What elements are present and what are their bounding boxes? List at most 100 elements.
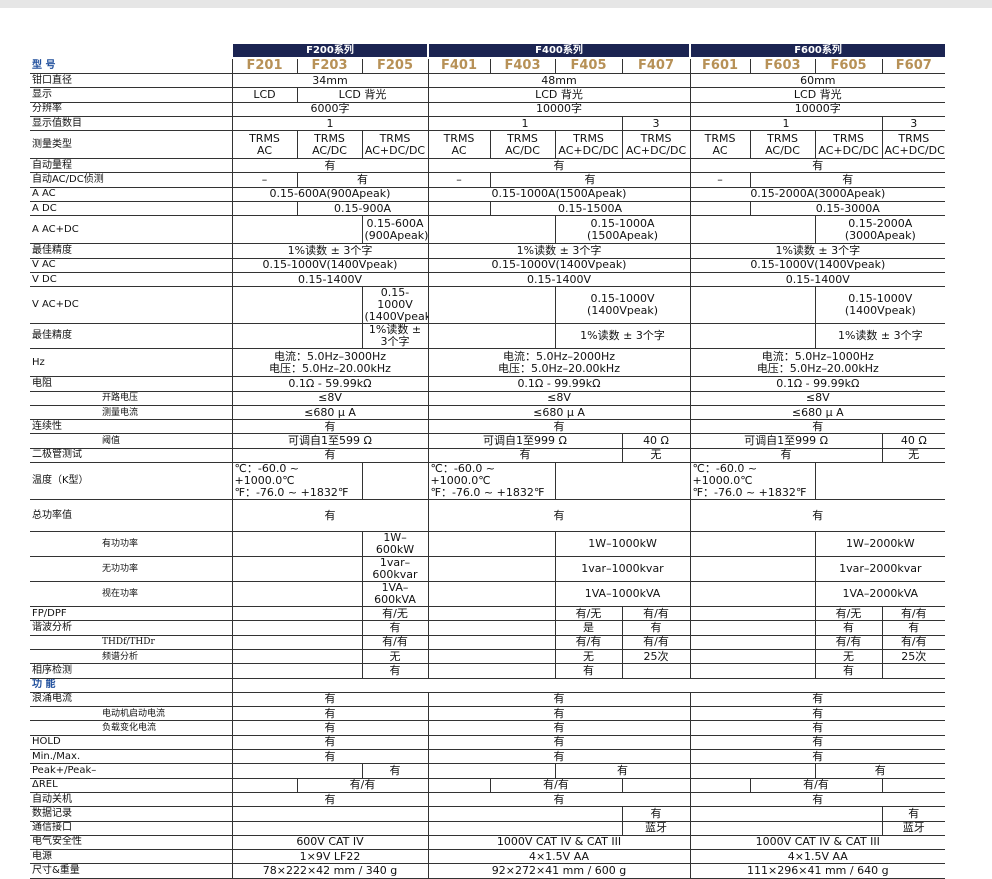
spec-value: TRMS AC/DC: [296, 130, 362, 160]
spec-value: 1var–1000kvar: [554, 556, 691, 583]
row-label: 温度（K型）: [30, 462, 232, 501]
row-label: 相序检测: [30, 663, 232, 679]
spec-value: 有: [689, 792, 946, 808]
spec-row: Hz 电流：5.0Hz–3000Hz 电压：5.0Hz–20.00kHz 电流：5.…: [30, 348, 946, 378]
spec-value: 0.15-3000A: [749, 201, 946, 217]
spec-value: TRMS AC: [689, 130, 751, 160]
spec-row: 视在功率 1VA–600kVA 1VA–1000kVA 1VA–2000kVA: [30, 581, 946, 608]
spec-value: LCD 背光: [296, 87, 428, 103]
row-label: HOLD: [30, 735, 232, 751]
spec-value: 有/有: [554, 635, 622, 650]
spec-value: 0.15-1400V: [689, 272, 946, 288]
spec-value: 有/有: [296, 778, 428, 793]
spec-value: ≤8V: [427, 391, 691, 406]
spec-value: 有: [427, 499, 691, 533]
spec-value: 4×1.5V AA: [427, 849, 691, 865]
series-header: F400系列: [426, 44, 691, 59]
model-name: F407: [621, 58, 691, 74]
spec-value: ≤680 μ A: [231, 405, 428, 421]
spec-row: 电气安全性 600V CAT IV 1000V CAT IV & CAT III 10…: [30, 835, 946, 851]
spec-value: 有: [689, 692, 946, 708]
row-label: 显示值数目: [30, 116, 232, 132]
spec-value: 有: [231, 749, 428, 765]
spec-row: 显示值数目 1 1 3 1 3: [30, 116, 946, 132]
spec-value: 有: [621, 806, 691, 822]
spec-row: 频谱分析无无 25次无 25次: [30, 649, 946, 665]
spec-row: 浪涌电流有有有: [30, 692, 946, 708]
row-label: 通信接口: [30, 821, 232, 836]
spec-row: V DC 0.15-1400V 0.15-1400V 0.15-1400V: [30, 272, 946, 288]
spec-row: 自动AC/DC侦测 – 有 – 有 – 有: [30, 172, 946, 188]
row-label: A DC: [30, 201, 232, 217]
row-label: THDf/THDr: [30, 635, 232, 650]
row-label: 电源: [30, 849, 232, 865]
spec-value: 1VA–1000kVA: [554, 581, 691, 608]
spec-row: 测量电流 ≤680 μ A ≤680 μ A ≤680 μ A: [30, 405, 946, 421]
spec-value: 3: [881, 116, 946, 132]
spec-value: 有: [749, 172, 946, 188]
spec-value: TRMS AC/DC: [489, 130, 555, 160]
spec-row: A DC 0.15-900A 0.15-1500A 0.15-3000A: [30, 201, 946, 217]
spec-row: HOLD 有有有: [30, 735, 946, 751]
row-label: 负载变化电流: [30, 720, 232, 736]
spec-value: 0.15-1000V(1400Vpeak): [427, 258, 691, 273]
spec-value: 有: [814, 663, 883, 679]
spec-row: FP/DPF 有/无 有/无 有/有 有/无 有/有: [30, 606, 946, 622]
row-label: 二极管测试: [30, 448, 232, 464]
spec-value: 蓝牙: [881, 821, 946, 836]
spec-row: 有功功率 1W–600kW 1W–1000kW 1W–2000kW: [30, 531, 946, 558]
spec-value: 10000字: [689, 102, 946, 117]
spec-value: ≤680 μ A: [427, 405, 691, 421]
empty-cell: [231, 556, 362, 583]
spec-value: 有: [231, 158, 428, 174]
spec-value: 10000字: [427, 102, 691, 117]
spec-value: 1var–600kvar: [361, 556, 428, 583]
spec-value: TRMS AC+DC/DC: [814, 130, 883, 160]
spec-value: 有: [231, 792, 428, 808]
spec-row: 通信接口 蓝牙 蓝牙: [30, 821, 946, 836]
spec-value: 有/有: [361, 635, 428, 650]
empty-cell: [621, 663, 691, 679]
empty-cell: [231, 323, 362, 350]
spec-value: 有: [814, 620, 883, 636]
spec-value: 有: [427, 735, 691, 751]
model-name: F203: [296, 58, 362, 74]
spec-value: 40 Ω: [881, 433, 946, 449]
spec-row: 阈值 可调自1至599 Ω 可调自1至999 Ω 40 Ω 可调自1至999 Ω 40 Ω: [30, 433, 946, 449]
spec-row: 数据记录 有 有: [30, 806, 946, 822]
spec-value: 40 Ω: [621, 433, 691, 449]
model-name: F601: [689, 58, 751, 74]
model-name: F605: [814, 58, 883, 74]
empty-cell: [427, 821, 622, 836]
spec-row: 显示 LCD LCD 背光 LCD 背光 LCD 背光: [30, 87, 946, 103]
row-label: 数据记录: [30, 806, 232, 822]
row-label: Peak+/Peak–: [30, 763, 232, 779]
row-label: V AC+DC: [30, 286, 232, 325]
spec-value: 0.1Ω - 99.99kΩ: [427, 376, 691, 392]
spec-row: 电动机启动电流有有有: [30, 706, 946, 722]
spec-row: 尺寸&重量 78×222×42 mm / 340 g 92×272×41 mm / …: [30, 863, 946, 879]
empty-cell: [231, 678, 946, 693]
spec-value: 1000V CAT IV & CAT III: [427, 835, 691, 851]
spec-value: 有: [427, 158, 691, 174]
spec-value: 1%读数 ± 3个字: [231, 243, 428, 259]
spec-value: 0.15-1400V: [231, 272, 428, 288]
spec-value: 有: [296, 172, 428, 188]
spec-value: 有: [621, 620, 691, 636]
spec-value: 有: [231, 720, 428, 736]
spec-value: 有/有: [489, 778, 622, 793]
spec-value: 0.15-600A (900Apeak): [361, 215, 428, 245]
spec-value: 有: [361, 663, 428, 679]
empty-cell: [427, 606, 555, 622]
spec-value: 4×1.5V AA: [689, 849, 946, 865]
spec-value: 有: [689, 735, 946, 751]
row-label: ΔREL: [30, 778, 232, 793]
spec-row: 自动关机有有有: [30, 792, 946, 808]
empty-cell: [814, 462, 946, 501]
model-name: F201: [231, 58, 297, 74]
spec-value: 电流：5.0Hz–2000Hz 电压：5.0Hz–20.00kHz: [427, 348, 691, 378]
spec-value: 0.15-1000V (1400Vpeak): [361, 286, 428, 325]
empty-cell: [231, 215, 362, 245]
spec-value: 0.15-2000A (3000Apeak): [814, 215, 946, 245]
spec-value: 无: [361, 649, 428, 665]
